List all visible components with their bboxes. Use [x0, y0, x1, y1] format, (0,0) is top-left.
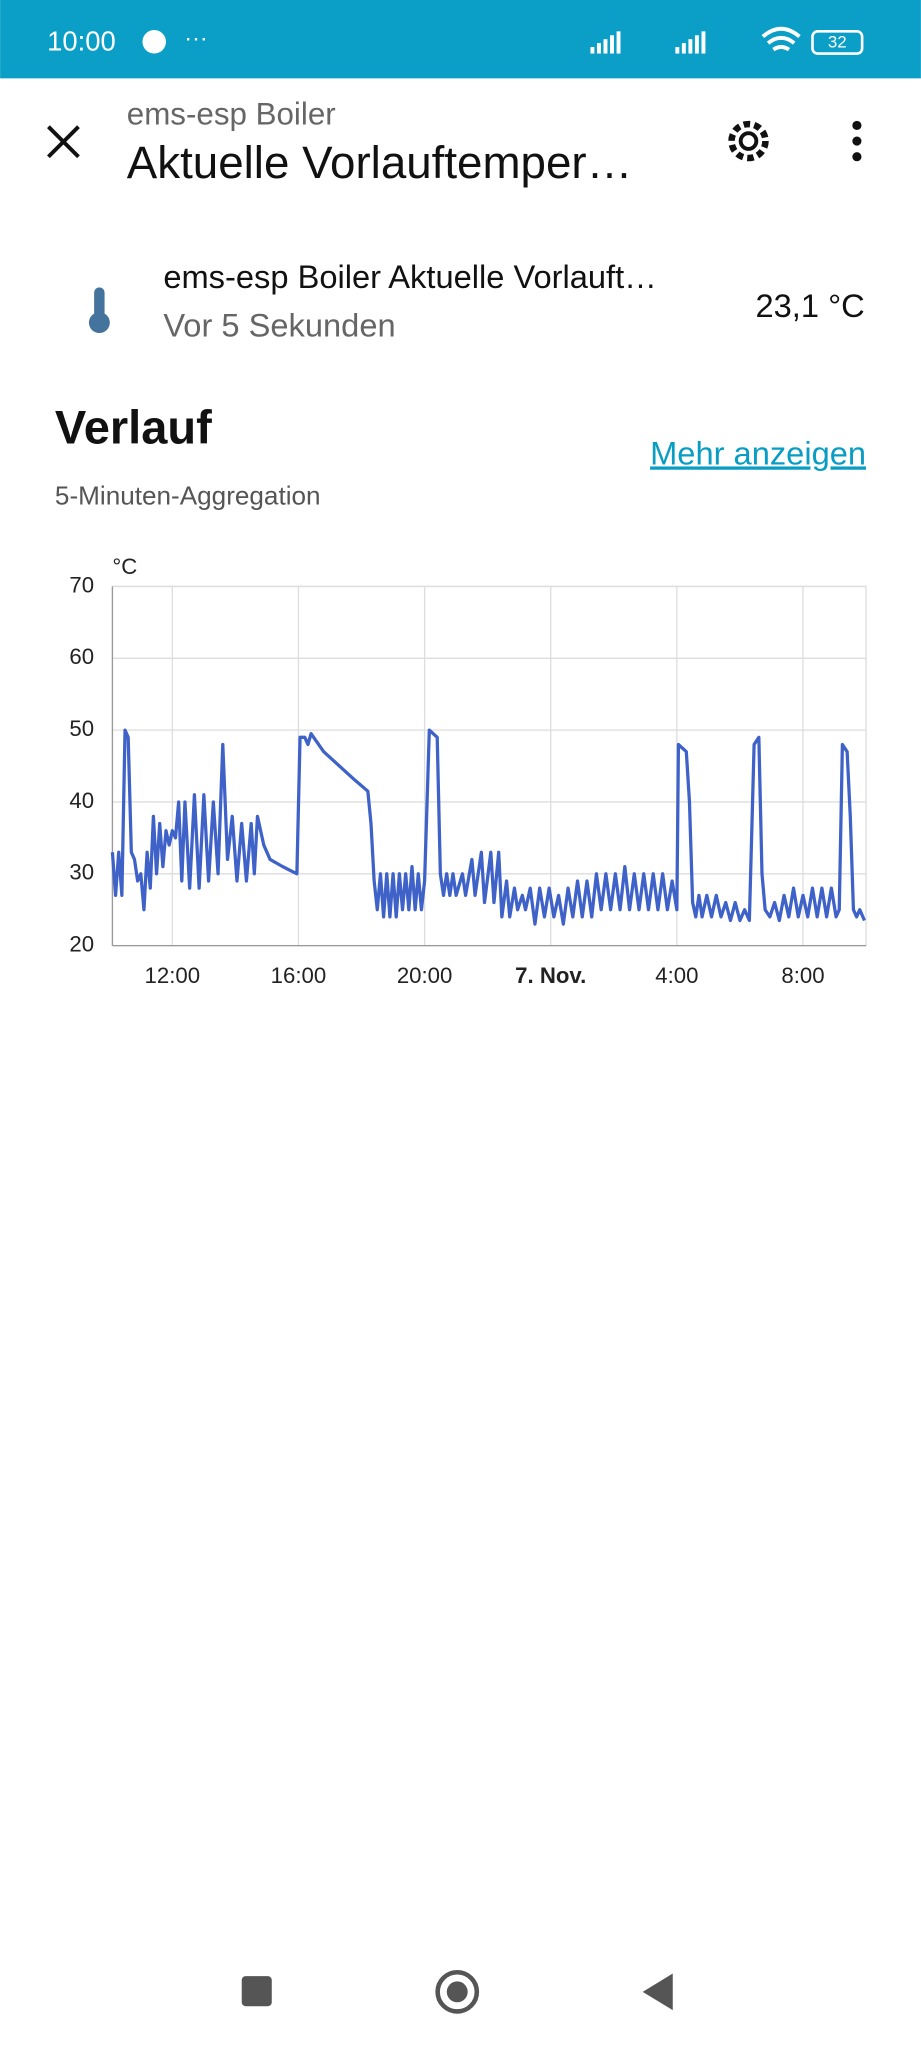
battery-icon	[811, 30, 864, 55]
thermometer-icon	[88, 287, 110, 334]
chart: 20 30 40 50 60 70 12:00 16:00 20:00 7. Nov. 4:00 8:…	[69, 572, 867, 988]
y-tick-label: 50	[69, 716, 94, 741]
signal-icons	[590, 31, 706, 54]
settings-button[interactable]	[728, 120, 769, 162]
x-tick-label: 20:00	[397, 963, 453, 988]
back-button[interactable]	[642, 1973, 673, 2011]
y-tick-label: 60	[69, 644, 94, 669]
recents-button[interactable]	[241, 1976, 272, 2007]
y-axis-unit: °C	[112, 554, 137, 579]
facebook-icon	[142, 30, 166, 54]
x-tick-label: 12:00	[145, 963, 201, 988]
x-tick-label: 7. Nov.	[515, 963, 586, 988]
header-title: Aktuelle Vorlauftemper…	[127, 137, 633, 188]
history-subtitle: 5-Minuten-Aggregation	[55, 481, 321, 511]
x-tick-label: 4:00	[655, 963, 698, 988]
battery-level: 32	[828, 33, 847, 52]
entity-state: 23,1 °C	[756, 287, 865, 324]
y-tick-label: 20	[69, 931, 94, 956]
line-series	[110, 728, 866, 926]
entity-name: ems-esp Boiler Aktuelle Vorlauft…	[163, 258, 656, 295]
close-button[interactable]	[47, 125, 80, 159]
x-tick-label: 16:00	[271, 963, 327, 988]
more-dots: ···	[184, 24, 207, 50]
x-tick-label: 8:00	[781, 963, 824, 988]
clock: 10:00	[47, 25, 116, 56]
wifi-icon	[761, 26, 801, 52]
home-button[interactable]	[435, 1969, 480, 2014]
history-title: Verlauf	[55, 400, 212, 453]
menu-button[interactable]	[852, 120, 862, 162]
y-tick-label: 70	[69, 572, 94, 597]
header-subtitle: ems-esp Boiler	[127, 97, 336, 132]
y-tick-label: 40	[69, 788, 94, 813]
entity-last-changed: Vor 5 Sekunden	[163, 306, 395, 343]
y-tick-label: 30	[69, 860, 94, 885]
more-link[interactable]: Mehr anzeigen	[650, 434, 866, 471]
